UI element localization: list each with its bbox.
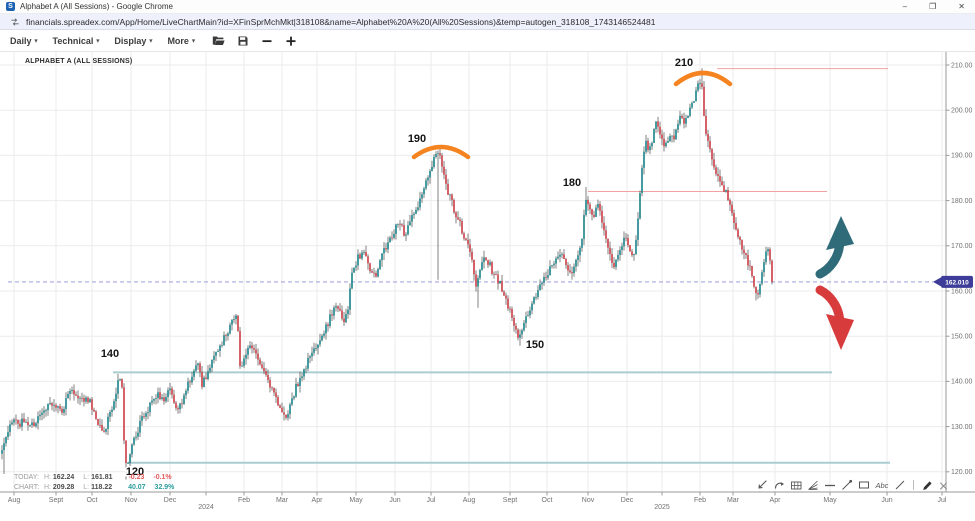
svg-text:Sept: Sept xyxy=(49,497,63,504)
svg-text:Jun: Jun xyxy=(881,497,892,504)
svg-text:Nov: Nov xyxy=(125,497,138,504)
drawing-tools-bar: Abc xyxy=(756,479,949,491)
svg-text:May: May xyxy=(349,497,363,504)
svg-text:190: 190 xyxy=(408,133,426,145)
svg-text:180.00: 180.00 xyxy=(951,198,973,205)
svg-text:160.00: 160.00 xyxy=(951,288,973,295)
svg-text:150.00: 150.00 xyxy=(951,334,973,341)
delete-drawing-tool-icon[interactable] xyxy=(938,480,949,491)
instrument-label: ALPHABET A (ALL SESSIONS) xyxy=(25,58,133,65)
svg-text:2025: 2025 xyxy=(654,504,670,511)
svg-text:200.00: 200.00 xyxy=(951,108,973,115)
redo-arrow-tool-icon[interactable] xyxy=(773,479,785,491)
window-controls: – ❐ ✕ xyxy=(903,1,969,13)
toolbar-icon-group xyxy=(212,34,297,47)
svg-text:130.00: 130.00 xyxy=(951,424,973,431)
window-title: Alphabet A (All Sessions) - Google Chrom… xyxy=(20,2,173,11)
tools-divider xyxy=(913,480,914,490)
menu-display[interactable]: Display ▾ xyxy=(114,35,153,46)
menu-more[interactable]: More ▾ xyxy=(167,35,195,46)
svg-text:Oct: Oct xyxy=(542,497,553,504)
url-bar[interactable]: financials.spreadex.com/App/Home/LiveCha… xyxy=(0,14,975,30)
svg-text:Jul: Jul xyxy=(427,497,436,504)
maximize-button[interactable]: ❐ xyxy=(929,1,937,11)
svg-text:Sept: Sept xyxy=(503,497,517,504)
svg-text:190.00: 190.00 xyxy=(951,153,973,160)
svg-text:Jun: Jun xyxy=(389,497,400,504)
window-titlebar: S Alphabet A (All Sessions) - Google Chr… xyxy=(0,0,975,14)
arrow-sw-tool-icon[interactable] xyxy=(756,479,768,491)
zoom-out-icon[interactable] xyxy=(261,35,273,47)
chevron-down-icon: ▾ xyxy=(34,38,38,45)
svg-text:Dec: Dec xyxy=(164,497,177,504)
svg-text:140: 140 xyxy=(101,348,119,360)
close-button[interactable]: ✕ xyxy=(958,1,965,11)
marker-tool-icon[interactable] xyxy=(921,479,933,491)
svg-text:120.00: 120.00 xyxy=(951,469,973,476)
svg-text:Apr: Apr xyxy=(312,497,324,504)
svg-text:180: 180 xyxy=(563,177,581,189)
save-icon[interactable] xyxy=(237,35,249,47)
svg-text:150: 150 xyxy=(526,339,544,351)
svg-text:162.010: 162.010 xyxy=(945,279,969,286)
svg-text:Mar: Mar xyxy=(727,497,740,504)
price-stats: TODAY: H: 162.24 L: 161.81 -0.23 -0.1% C… xyxy=(14,473,174,492)
svg-text:May: May xyxy=(823,497,837,504)
svg-text:Apr: Apr xyxy=(770,497,782,504)
svg-text:Feb: Feb xyxy=(694,497,706,504)
candlestick-chart[interactable]: 210.00 200.00 190.00 180.00 170.00 160.00 150.… xyxy=(0,52,975,521)
trend-fan-tool-icon[interactable] xyxy=(807,479,819,491)
svg-text:120: 120 xyxy=(126,466,144,478)
svg-text:170.00: 170.00 xyxy=(951,243,973,250)
grid-tool-icon[interactable] xyxy=(790,479,802,491)
svg-text:140.00: 140.00 xyxy=(951,379,973,386)
svg-text:Oct: Oct xyxy=(87,497,98,504)
url-text[interactable]: financials.spreadex.com/App/Home/LiveCha… xyxy=(26,16,656,27)
text-tool-icon[interactable]: Abc xyxy=(875,479,889,491)
svg-text:2024: 2024 xyxy=(198,504,214,511)
app-settings-icon[interactable] xyxy=(10,17,20,27)
svg-text:Jul: Jul xyxy=(938,497,947,504)
chart-stats-row: CHART: H: 209.28 L: 118.22 40.07 32.9% xyxy=(14,483,175,491)
chevron-down-icon: ▾ xyxy=(149,38,153,45)
svg-text:210: 210 xyxy=(675,57,693,69)
site-favicon: S xyxy=(6,2,15,11)
chevron-down-icon: ▾ xyxy=(96,38,100,45)
svg-text:Mar: Mar xyxy=(276,497,289,504)
menu-technical[interactable]: Technical ▾ xyxy=(52,35,100,46)
menu-daily[interactable]: Daily ▾ xyxy=(10,35,38,46)
svg-text:Abc: Abc xyxy=(875,481,889,490)
horizontal-line-tool-icon[interactable] xyxy=(824,479,836,491)
chart-toolbar: Daily ▾ Technical ▾ Display ▾ More ▾ xyxy=(0,30,975,52)
svg-text:Nov: Nov xyxy=(582,497,595,504)
svg-text:Feb: Feb xyxy=(238,497,250,504)
open-folder-icon[interactable] xyxy=(212,34,225,47)
diagonal-line-tool-icon[interactable] xyxy=(894,479,906,491)
chevron-down-icon: ▾ xyxy=(191,38,195,45)
trendline-tool-icon[interactable] xyxy=(841,479,853,491)
zoom-in-icon[interactable] xyxy=(285,35,297,47)
chart-canvas[interactable]: 210.00 200.00 190.00 180.00 170.00 160.00 150.… xyxy=(0,52,975,521)
today-stats-row: TODAY: H: 162.24 L: 161.81 -0.23 -0.1% xyxy=(14,474,172,481)
svg-text:Aug: Aug xyxy=(463,497,476,504)
svg-text:210.00: 210.00 xyxy=(951,62,973,69)
minimize-button[interactable]: – xyxy=(902,1,908,11)
svg-text:Dec: Dec xyxy=(621,497,634,504)
rectangle-tool-icon[interactable] xyxy=(858,479,870,491)
svg-text:Aug: Aug xyxy=(8,497,21,504)
